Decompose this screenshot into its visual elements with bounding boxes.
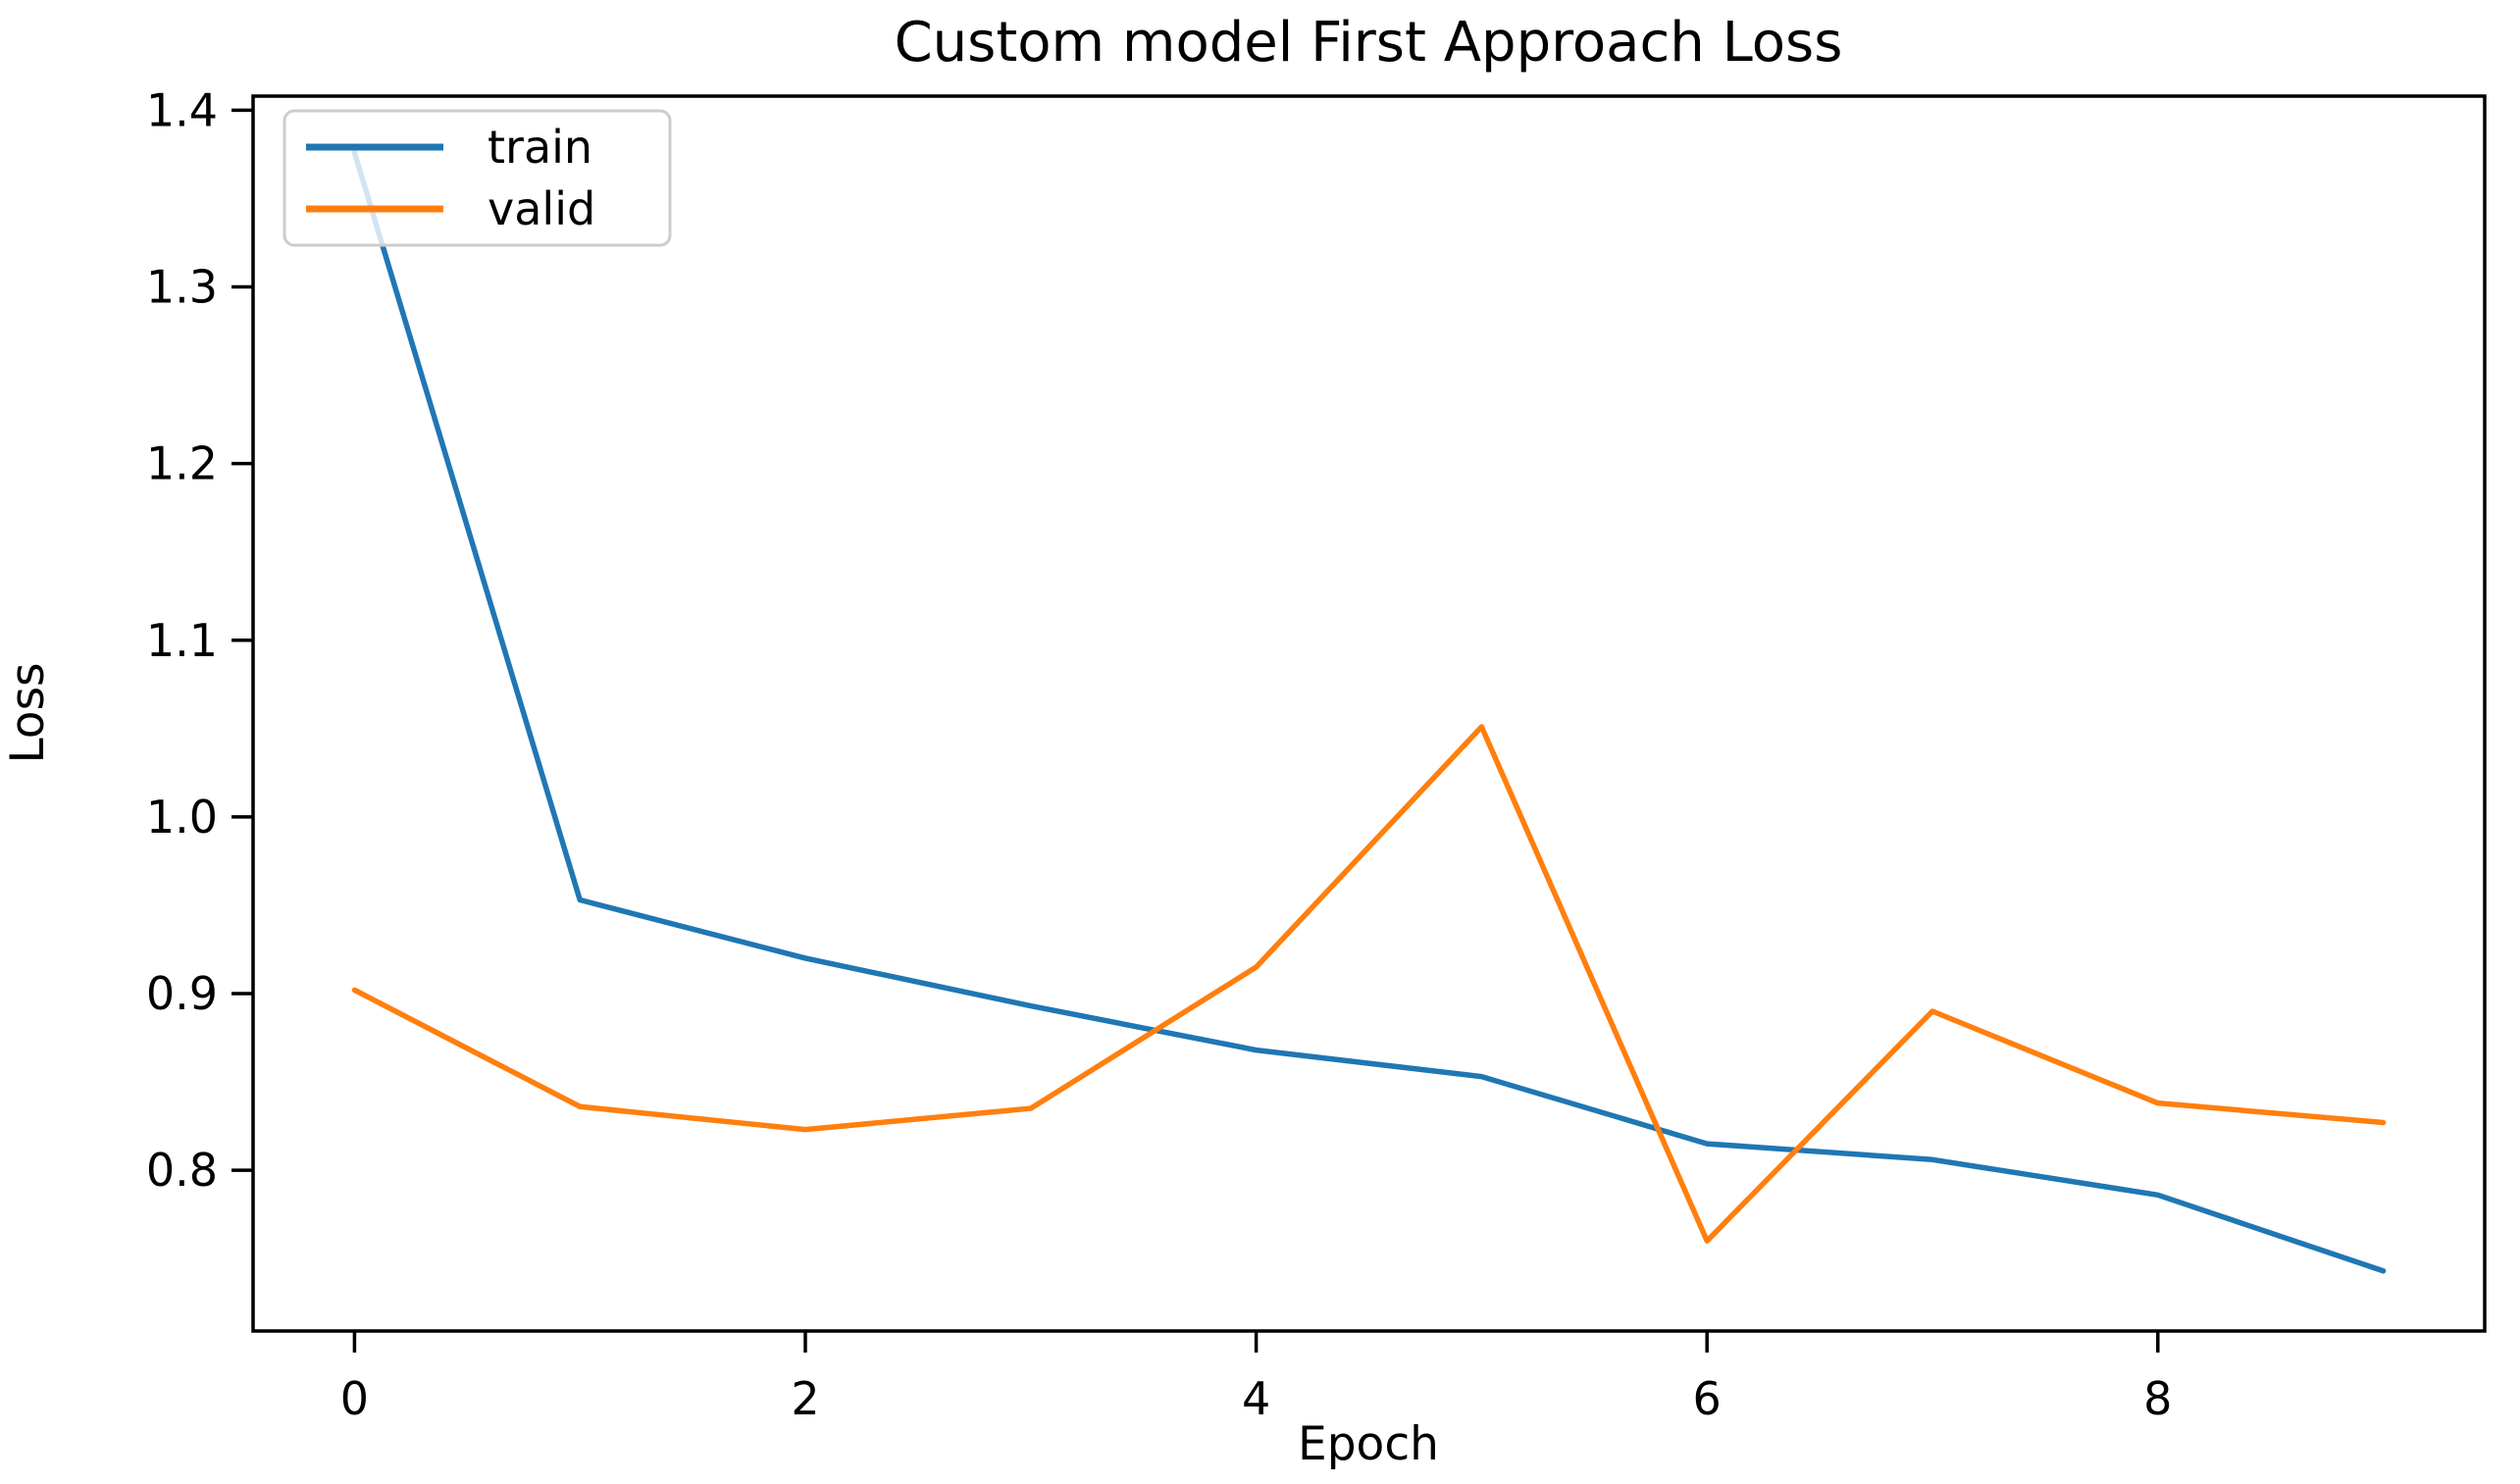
y-tick-label: 1.1 <box>146 614 218 667</box>
y-tick-label: 1.4 <box>146 83 218 136</box>
x-axis-label: Epoch <box>1298 1417 1439 1471</box>
axes-layer: 1.4 1.3 1.2 1.1 1.0 0.9 0.8 0 2 4 6 8 <box>146 83 2173 1425</box>
y-tick-label: 1.2 <box>146 437 218 490</box>
y-tick-label: 1.3 <box>146 261 218 314</box>
valid-line <box>351 724 2387 1244</box>
x-tick-label: 8 <box>2143 1372 2172 1425</box>
legend-box <box>283 109 672 247</box>
y-tick-label: 0.8 <box>146 1144 218 1197</box>
y-tick-label: 0.9 <box>146 967 218 1020</box>
legend-label-train: train <box>488 121 592 174</box>
x-tick-label: 2 <box>791 1372 819 1425</box>
x-tick-label: 0 <box>340 1372 369 1425</box>
x-tick-label: 6 <box>1693 1372 1722 1425</box>
x-tick-label: 4 <box>1242 1372 1270 1425</box>
plot-frame <box>251 94 2487 1333</box>
legend: train valid <box>283 109 672 247</box>
series-layer <box>351 149 2387 1274</box>
chart-title: Custom model First Approach Loss <box>895 11 1843 75</box>
y-tick-label: 1.0 <box>146 791 218 844</box>
y-axis-label: Loss <box>1 662 55 763</box>
train-line <box>351 149 2387 1274</box>
legend-label-valid: valid <box>488 182 595 235</box>
